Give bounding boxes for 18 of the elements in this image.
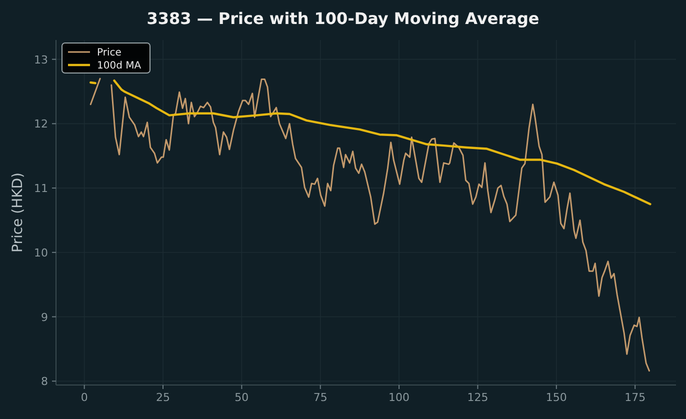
- y-tick-label: 8: [41, 375, 48, 388]
- x-tick-label: 100: [388, 391, 410, 404]
- x-tick-label: 25: [156, 391, 170, 404]
- x-tick-label: 150: [546, 391, 567, 404]
- y-tick-label: 13: [34, 53, 48, 66]
- y-tick-label: 10: [34, 246, 48, 260]
- legend-label: 100d MA: [97, 60, 142, 72]
- y-tick-label: 9: [41, 310, 48, 324]
- legend-label: Price: [97, 48, 122, 58]
- x-tick-label: 75: [313, 391, 328, 404]
- y-axis-title: Price (HKD): [10, 172, 26, 253]
- x-tick-label: 0: [80, 391, 88, 404]
- chart-title: 3383 — Price with 100-Day Moving Average: [146, 9, 540, 28]
- x-tick-label: 175: [624, 391, 646, 404]
- x-tick-label: 125: [467, 391, 488, 404]
- y-tick-label: 12: [34, 118, 48, 131]
- y-tick-label: 11: [34, 182, 48, 196]
- x-tick-label: 50: [234, 391, 249, 404]
